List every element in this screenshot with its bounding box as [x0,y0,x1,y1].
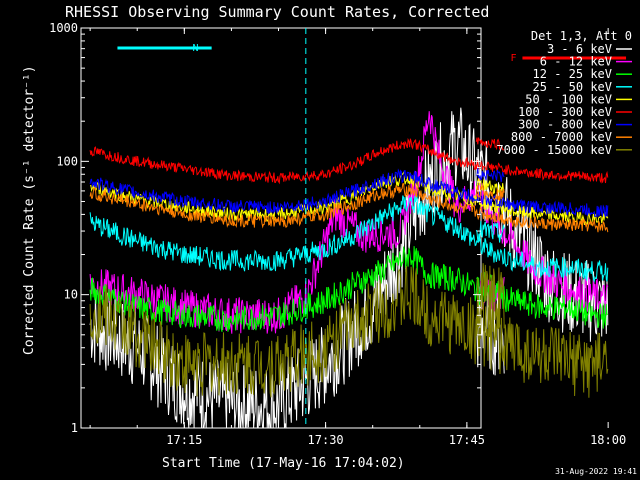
series-line-800-7000-kev-late [475,185,505,202]
x-axis-label: Start Time (17-May-16 17:04:02) [162,456,405,471]
y-tick-label-2: 100 [56,154,78,168]
y-tick-label-3: 1000 [49,21,78,35]
series-line-25-50-kev [89,195,609,284]
legend-label-1: 6 - 12 keV [540,55,612,69]
series-line-100-300-kev-late [475,137,505,151]
flag-label-3: F [510,53,516,64]
y-tick-label-0: 1 [71,421,78,435]
series-line-100-300-kev [89,137,609,185]
legend-label-4: 50 - 100 keV [525,92,612,106]
legend-label-6: 300 - 800 keV [518,118,612,132]
legend-title: Det 1,3, Att 0 [531,29,632,43]
plot-layer: NNNFS17:1517:3017:4518:0018:1518:3011010… [49,21,626,447]
y-tick-label-1: 10 [64,288,78,302]
legend-label-5: 100 - 300 keV [518,105,612,119]
series-line-7000-15000-kev [89,266,609,398]
x-tick-label-2: 17:45 [449,433,485,447]
flag-label-0: N [192,43,198,54]
y-axis-label: Corrected Count Rate (s⁻¹ detector⁻¹) [22,65,37,355]
x-tick-label-1: 17:30 [308,433,344,447]
series-line-25-50-kev-late [475,221,505,243]
chart-title: RHESSI Observing Summary Count Rates, Co… [65,3,489,21]
legend-label-8: 7000 - 15000 keV [496,143,612,157]
series-line-7000-15000-kev-late [475,263,505,332]
legend-label-2: 12 - 25 keV [533,67,612,81]
legend-label-0: 3 - 6 keV [547,42,612,56]
series-line-50-100-kev-late [475,178,505,195]
series-line-300-800-kev [89,168,609,218]
series-line-300-800-kev-late [476,167,505,182]
series-line-12-25-kev [89,246,609,332]
x-tick-label-3: 18:00 [590,433,626,447]
footer-date: 31-Aug-2022 19:41 [555,467,637,476]
legend-label-3: 25 - 50 keV [533,80,612,94]
x-tick-label-0: 17:15 [166,433,202,447]
series-line-800-7000-kev [89,183,609,233]
legend-label-7: 800 - 7000 keV [511,130,612,144]
